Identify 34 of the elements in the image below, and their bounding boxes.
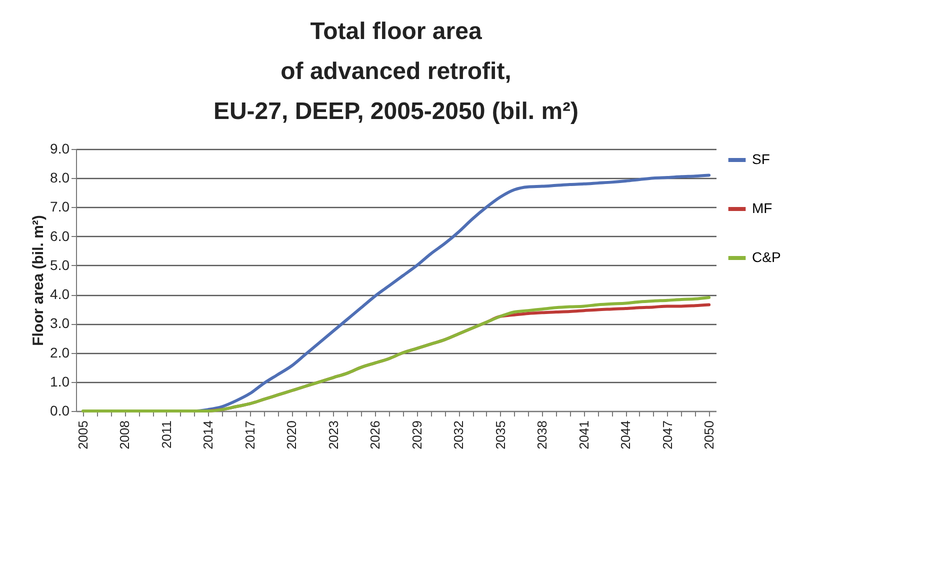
y-tick-label: 5.0 [50, 256, 70, 273]
x-tick-label: 2038 [534, 420, 550, 450]
y-tick-label: 9.0 [50, 140, 70, 156]
x-tick-label: 2005 [75, 420, 90, 450]
line-series [81, 296, 711, 412]
x-tick-label: 2008 [117, 420, 132, 450]
x-tick-label: 2035 [492, 420, 508, 450]
x-tick-label: 2014 [200, 420, 216, 450]
y-tick-label: 4.0 [50, 286, 70, 302]
y-tick-label: 6.0 [50, 228, 70, 244]
x-tick-label: 2026 [368, 420, 383, 450]
x-tick-label: 2020 [284, 420, 300, 450]
y-tick-label: 3.0 [50, 315, 70, 332]
y-tick-label: 1.0 [50, 373, 70, 390]
x-tick-label: 2029 [409, 420, 424, 450]
legend-label: SF [752, 151, 770, 167]
text: of advanced retrofit, [280, 58, 512, 85]
x-tick-label: 2047 [660, 420, 675, 450]
x-tick-label: 2023 [326, 420, 341, 450]
y-axis-title: Floor area (bil. m²) [30, 215, 48, 346]
x-tick-label: 2050 [702, 420, 717, 450]
y-tick-label: 0.0 [50, 402, 70, 418]
text: EU-27, DEEP, 2005-2050 (bil. m²) [213, 98, 579, 125]
x-tick-label: 2041 [576, 420, 592, 450]
legend-label: MF [752, 200, 772, 216]
x-tick-label: 2011 [158, 420, 174, 448]
x-tick-label: 2032 [451, 420, 466, 450]
text: Total floor area [310, 18, 482, 45]
x-tick-label: 2044 [618, 420, 634, 450]
legend-label: C&P [752, 249, 781, 265]
y-tick-label: 7.0 [50, 198, 70, 215]
y-tick-label: 2.0 [50, 344, 70, 360]
x-tick-label: 2017 [242, 420, 258, 450]
y-tick-label: 8.0 [50, 170, 70, 186]
